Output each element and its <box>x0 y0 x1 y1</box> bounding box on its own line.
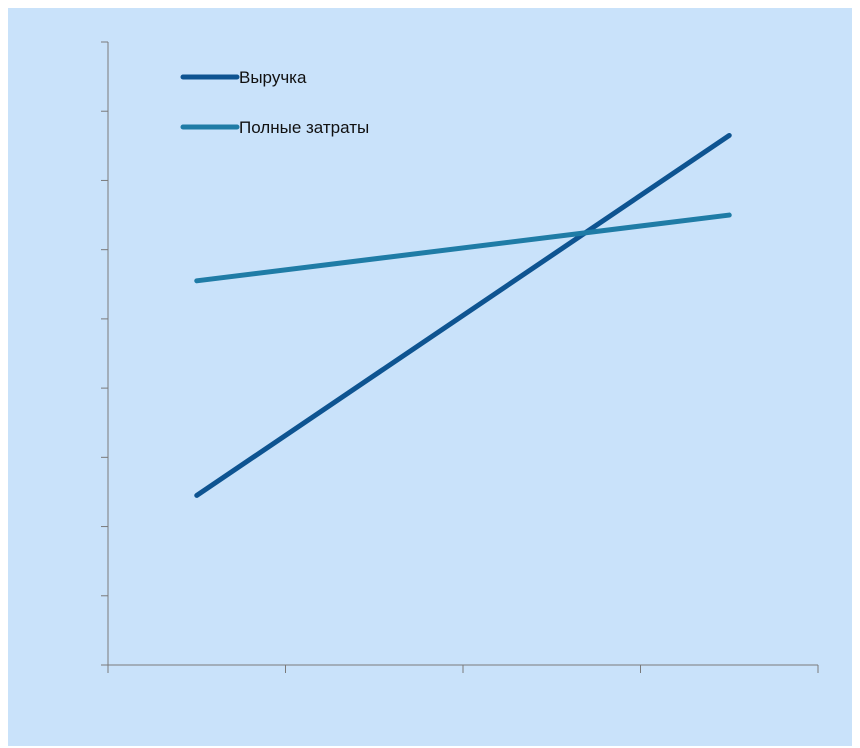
legend: Выручка Полные затраты <box>180 68 369 137</box>
legend-label-revenue: Выручка <box>239 68 307 87</box>
series-layer <box>194 132 732 498</box>
legend-label-total-costs: Полные затраты <box>239 118 369 137</box>
series-line-total-costs <box>194 212 732 284</box>
series-line-revenue <box>194 132 732 498</box>
chart-axes <box>101 41 819 673</box>
y-axis-ticks <box>101 41 108 666</box>
chart-panel <box>8 8 852 746</box>
x-axis-ticks <box>107 665 819 673</box>
